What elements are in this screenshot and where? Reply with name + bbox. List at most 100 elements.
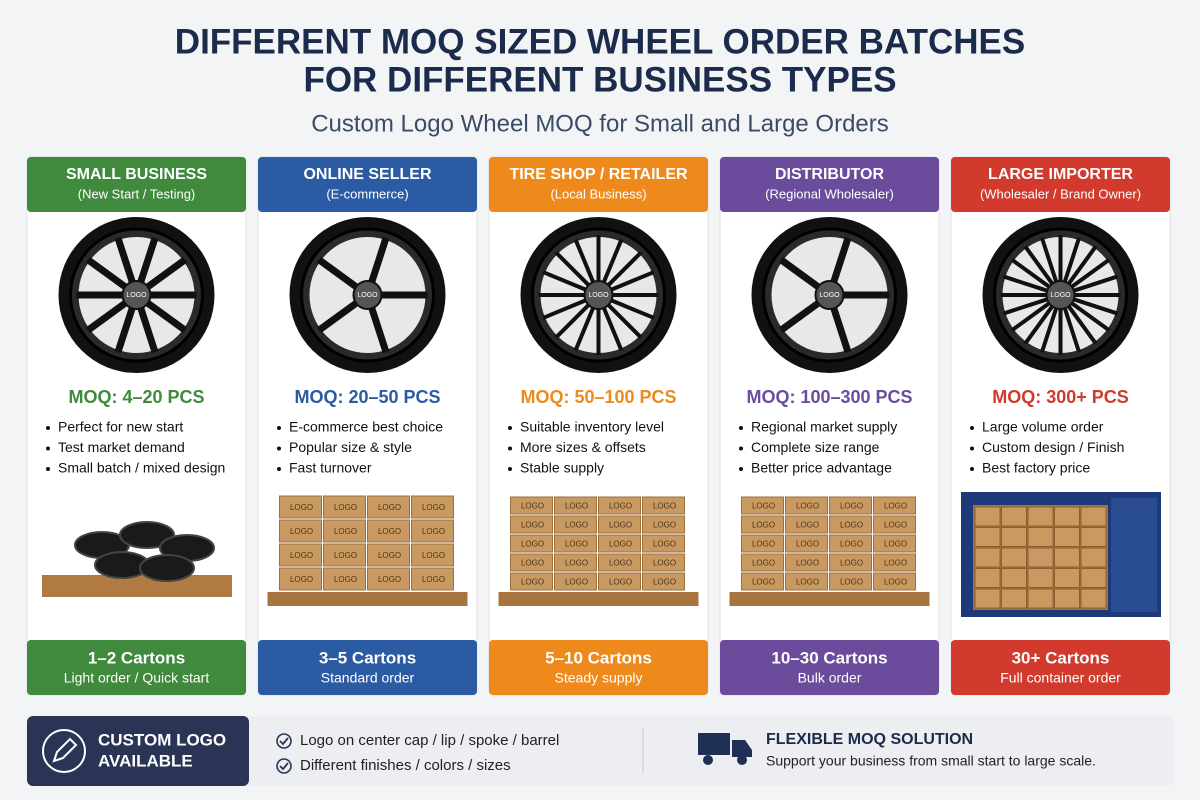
bullet: Fast turnover — [289, 460, 372, 476]
wheel-spoke — [542, 298, 587, 320]
carton-logo: LOGO — [334, 503, 357, 512]
title-line: DIFFERENT MOQ SIZED WHEEL ORDER BATCHES — [175, 22, 1025, 61]
carton — [974, 527, 1001, 547]
carton-logo: LOGO — [752, 521, 775, 530]
column-footer — [258, 640, 477, 695]
carton — [1027, 527, 1054, 547]
feature: Logo on center cap / lip / spoke / barre… — [300, 732, 559, 749]
carton-logo: LOGO — [796, 540, 819, 549]
check-mark — [279, 762, 289, 771]
carton-logo: LOGO — [378, 575, 401, 584]
carton-logo: LOGO — [840, 578, 863, 587]
check-mark — [279, 737, 289, 746]
carton — [829, 534, 872, 553]
carton — [510, 515, 553, 534]
carton-logo: LOGO — [521, 578, 544, 587]
bullet: Complete size range — [751, 439, 880, 455]
wheel-spoke — [114, 236, 136, 283]
carton — [367, 495, 410, 519]
bullet-dot — [508, 467, 512, 471]
carton — [279, 495, 322, 519]
wheel-spoke — [602, 238, 624, 283]
cartons-note: Standard order — [321, 670, 415, 686]
carton — [279, 519, 322, 543]
carton — [785, 534, 828, 553]
carton-logo: LOGO — [565, 578, 588, 587]
carton — [974, 568, 1001, 588]
bullet: More sizes & offsets — [520, 439, 646, 455]
carton-logo: LOGO — [334, 527, 357, 536]
wheel-spoke — [778, 256, 821, 290]
carton — [1001, 547, 1027, 568]
wheel-spoke — [1040, 307, 1059, 353]
carton-logo: LOGO — [334, 575, 357, 584]
container-door — [1111, 498, 1157, 612]
moq: MOQ: 20–50 PCS — [294, 387, 440, 407]
carton-logo: LOGO — [521, 502, 544, 511]
carton-logo: LOGO — [290, 503, 313, 512]
bullet: Test market demand — [58, 439, 185, 455]
carton-logo: LOGO — [565, 540, 588, 549]
wheel-spoke — [85, 300, 128, 334]
carton-logo: LOGO — [752, 559, 775, 568]
carton — [741, 496, 784, 515]
carton — [598, 534, 641, 553]
carton — [642, 572, 685, 591]
wheel-spoke — [1002, 297, 1048, 316]
carton-logo: LOGO — [334, 551, 357, 560]
carton-logo: LOGO — [752, 540, 775, 549]
carton — [411, 519, 454, 543]
wheel-spoke — [610, 270, 655, 292]
wheel-spoke — [610, 298, 655, 320]
carton — [829, 572, 872, 591]
wheel-spoke — [554, 303, 591, 339]
wheel-spoke — [1073, 297, 1119, 316]
wheel-logo: LOGO — [588, 292, 609, 299]
footer-panel — [27, 716, 1174, 786]
column-footer — [951, 640, 1170, 695]
carton-logo: LOGO — [290, 551, 313, 560]
bullet-dot — [277, 426, 281, 430]
wheel-spoke — [145, 300, 188, 334]
carton — [873, 572, 916, 591]
column-subtitle: (Local Business) — [550, 186, 646, 201]
wheel-spoke — [1040, 237, 1059, 283]
carton — [1027, 506, 1054, 527]
bullet-dot — [970, 426, 974, 430]
cartons: 30+ Cartons — [1012, 648, 1110, 667]
carton — [829, 553, 872, 572]
wheel-spoke — [573, 307, 595, 352]
cartons: 5–10 Cartons — [545, 648, 652, 667]
moq: MOQ: 50–100 PCS — [520, 387, 676, 407]
bullet-dot — [970, 446, 974, 451]
solution-title: FLEXIBLE MOQ SOLUTION — [766, 731, 973, 748]
carton — [323, 567, 366, 591]
column-footer — [27, 640, 246, 695]
carton — [1054, 568, 1080, 588]
carton-logo: LOGO — [609, 578, 632, 587]
bullet-dot — [508, 426, 512, 430]
bullet: Best factory price — [982, 460, 1090, 476]
wheel-spoke — [554, 251, 591, 287]
wheel-logo: LOGO — [357, 292, 378, 299]
column-subtitle: (E-commerce) — [326, 186, 408, 201]
column-header — [720, 157, 939, 212]
carton — [1080, 588, 1107, 609]
carton — [367, 567, 410, 591]
carton — [1080, 506, 1107, 527]
carton — [1080, 568, 1107, 588]
bullet: Large volume order — [982, 419, 1104, 435]
carton — [741, 553, 784, 572]
carton-logo: LOGO — [653, 559, 676, 568]
carton-logo: LOGO — [290, 575, 313, 584]
wheel-cap — [814, 280, 845, 310]
solution-text: Support your business from small start t… — [766, 753, 1096, 769]
carton — [510, 553, 553, 572]
bullet: Better price advantage — [751, 460, 892, 476]
carton — [1054, 527, 1080, 547]
wheel-spoke — [1073, 274, 1119, 293]
carton — [510, 572, 553, 591]
wheel-spoke — [1070, 258, 1111, 289]
carton — [829, 515, 872, 534]
column-subtitle: (New Start / Testing) — [78, 186, 196, 201]
